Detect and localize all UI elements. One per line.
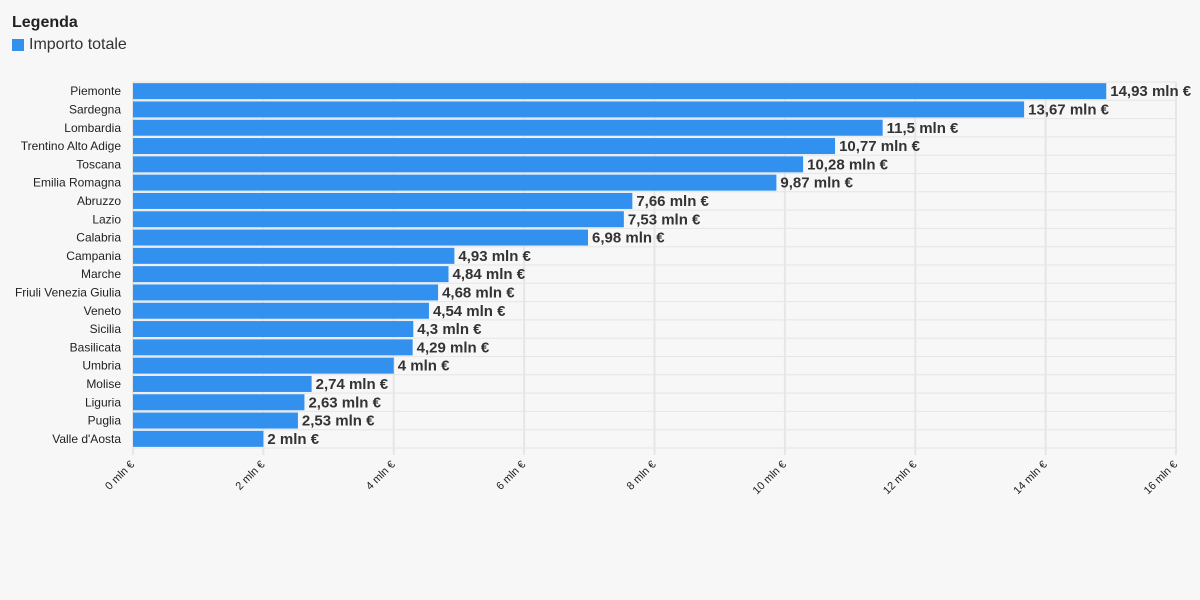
legend: Legenda Importo totale [12, 12, 127, 54]
bar [133, 192, 633, 209]
x-tick-label: 10 mln € [751, 459, 789, 497]
category-label: Marche [81, 267, 121, 281]
category-label: Umbria [82, 359, 121, 373]
data-label: 7,66 mln € [636, 193, 709, 210]
category-label: Toscana [76, 157, 121, 171]
x-tick-label: 6 mln € [494, 459, 528, 493]
data-label: 6,98 mln € [592, 230, 665, 247]
category-label: Lombardia [64, 121, 121, 135]
bar [133, 156, 804, 173]
category-label: Valle d'Aosta [52, 432, 121, 446]
bar [133, 394, 305, 411]
data-label: 4,3 mln € [417, 321, 482, 338]
x-tick-label: 4 mln € [364, 459, 398, 493]
category-label: Veneto [84, 304, 122, 318]
bar [133, 174, 777, 191]
legend-item[interactable]: Importo totale [12, 36, 127, 54]
x-tick-label: 14 mln € [1011, 459, 1049, 497]
bar [133, 101, 1025, 118]
data-label: 4,93 mln € [458, 248, 531, 265]
category-label: Lazio [92, 212, 121, 226]
data-label: 7,53 mln € [628, 211, 701, 228]
category-label: Campania [66, 249, 121, 263]
bar [133, 375, 312, 392]
data-label: 2,63 mln € [308, 394, 381, 411]
data-label: 2,53 mln € [302, 413, 375, 430]
bar [133, 138, 836, 155]
grid-layer [132, 81, 1177, 455]
x-tick-label: 12 mln € [881, 459, 919, 497]
data-label: 4,68 mln € [442, 284, 515, 301]
x-tick-label: 8 mln € [625, 459, 659, 493]
data-label: 4,29 mln € [417, 339, 490, 356]
legend-item-label: Importo totale [29, 36, 127, 53]
data-label: 4 mln € [398, 358, 450, 375]
data-label: 4,84 mln € [453, 266, 526, 283]
category-label: Piemonte [70, 84, 121, 98]
data-label: 2 mln € [267, 431, 319, 448]
bar [133, 339, 413, 356]
x-tick-label: 0 mln € [103, 459, 137, 493]
data-label: 2,74 mln € [316, 376, 389, 393]
data-label: 14,93 mln € [1110, 83, 1192, 100]
bar [133, 247, 455, 264]
bar [133, 229, 589, 246]
bar [133, 284, 439, 301]
data-label: 11,5 mln € [887, 120, 959, 137]
data-label: 13,67 mln € [1028, 101, 1110, 118]
bar [133, 430, 264, 447]
bar [133, 266, 449, 283]
x-axis-tick-labels: 0 mln € 2 mln € 4 mln € 6 mln € 8 mln € 10 ml… [103, 459, 1180, 497]
x-tick-label: 16 mln € [1142, 459, 1180, 497]
bar [133, 412, 298, 429]
category-label: Liguria [85, 395, 121, 409]
category-label: Puglia [88, 414, 122, 428]
category-label: Abruzzo [77, 194, 121, 208]
x-tick-label: 2 mln € [233, 459, 267, 493]
data-label: 9,87 mln € [780, 175, 853, 192]
bar [133, 357, 394, 374]
category-label: Basilicata [70, 340, 122, 354]
data-label: 10,77 mln € [839, 138, 921, 155]
bar-layer [133, 83, 1107, 447]
legend-title: Legenda [12, 14, 78, 31]
data-label: 4,54 mln € [433, 303, 506, 320]
bar [133, 119, 883, 136]
legend-swatch [12, 39, 24, 51]
value-labels: 14,93 mln €13,67 mln € 11,5 mln €10,77 ml… [267, 83, 1191, 448]
category-label: Trentino Alto Adige [21, 139, 122, 153]
category-label: Calabria [76, 231, 121, 245]
category-label: Friuli Venezia Giulia [15, 285, 121, 299]
bar [133, 302, 429, 319]
category-label: Molise [86, 377, 121, 391]
category-label: Sicilia [90, 322, 122, 336]
category-label: Emilia Romagna [33, 176, 121, 190]
bar [133, 321, 414, 338]
bar [133, 83, 1107, 100]
bar [133, 211, 624, 228]
data-label: 10,28 mln € [807, 156, 889, 173]
category-labels: Piemonte Sardegna Lombardia Trentino Alto A… [15, 84, 121, 446]
category-label: Sardegna [69, 102, 121, 116]
